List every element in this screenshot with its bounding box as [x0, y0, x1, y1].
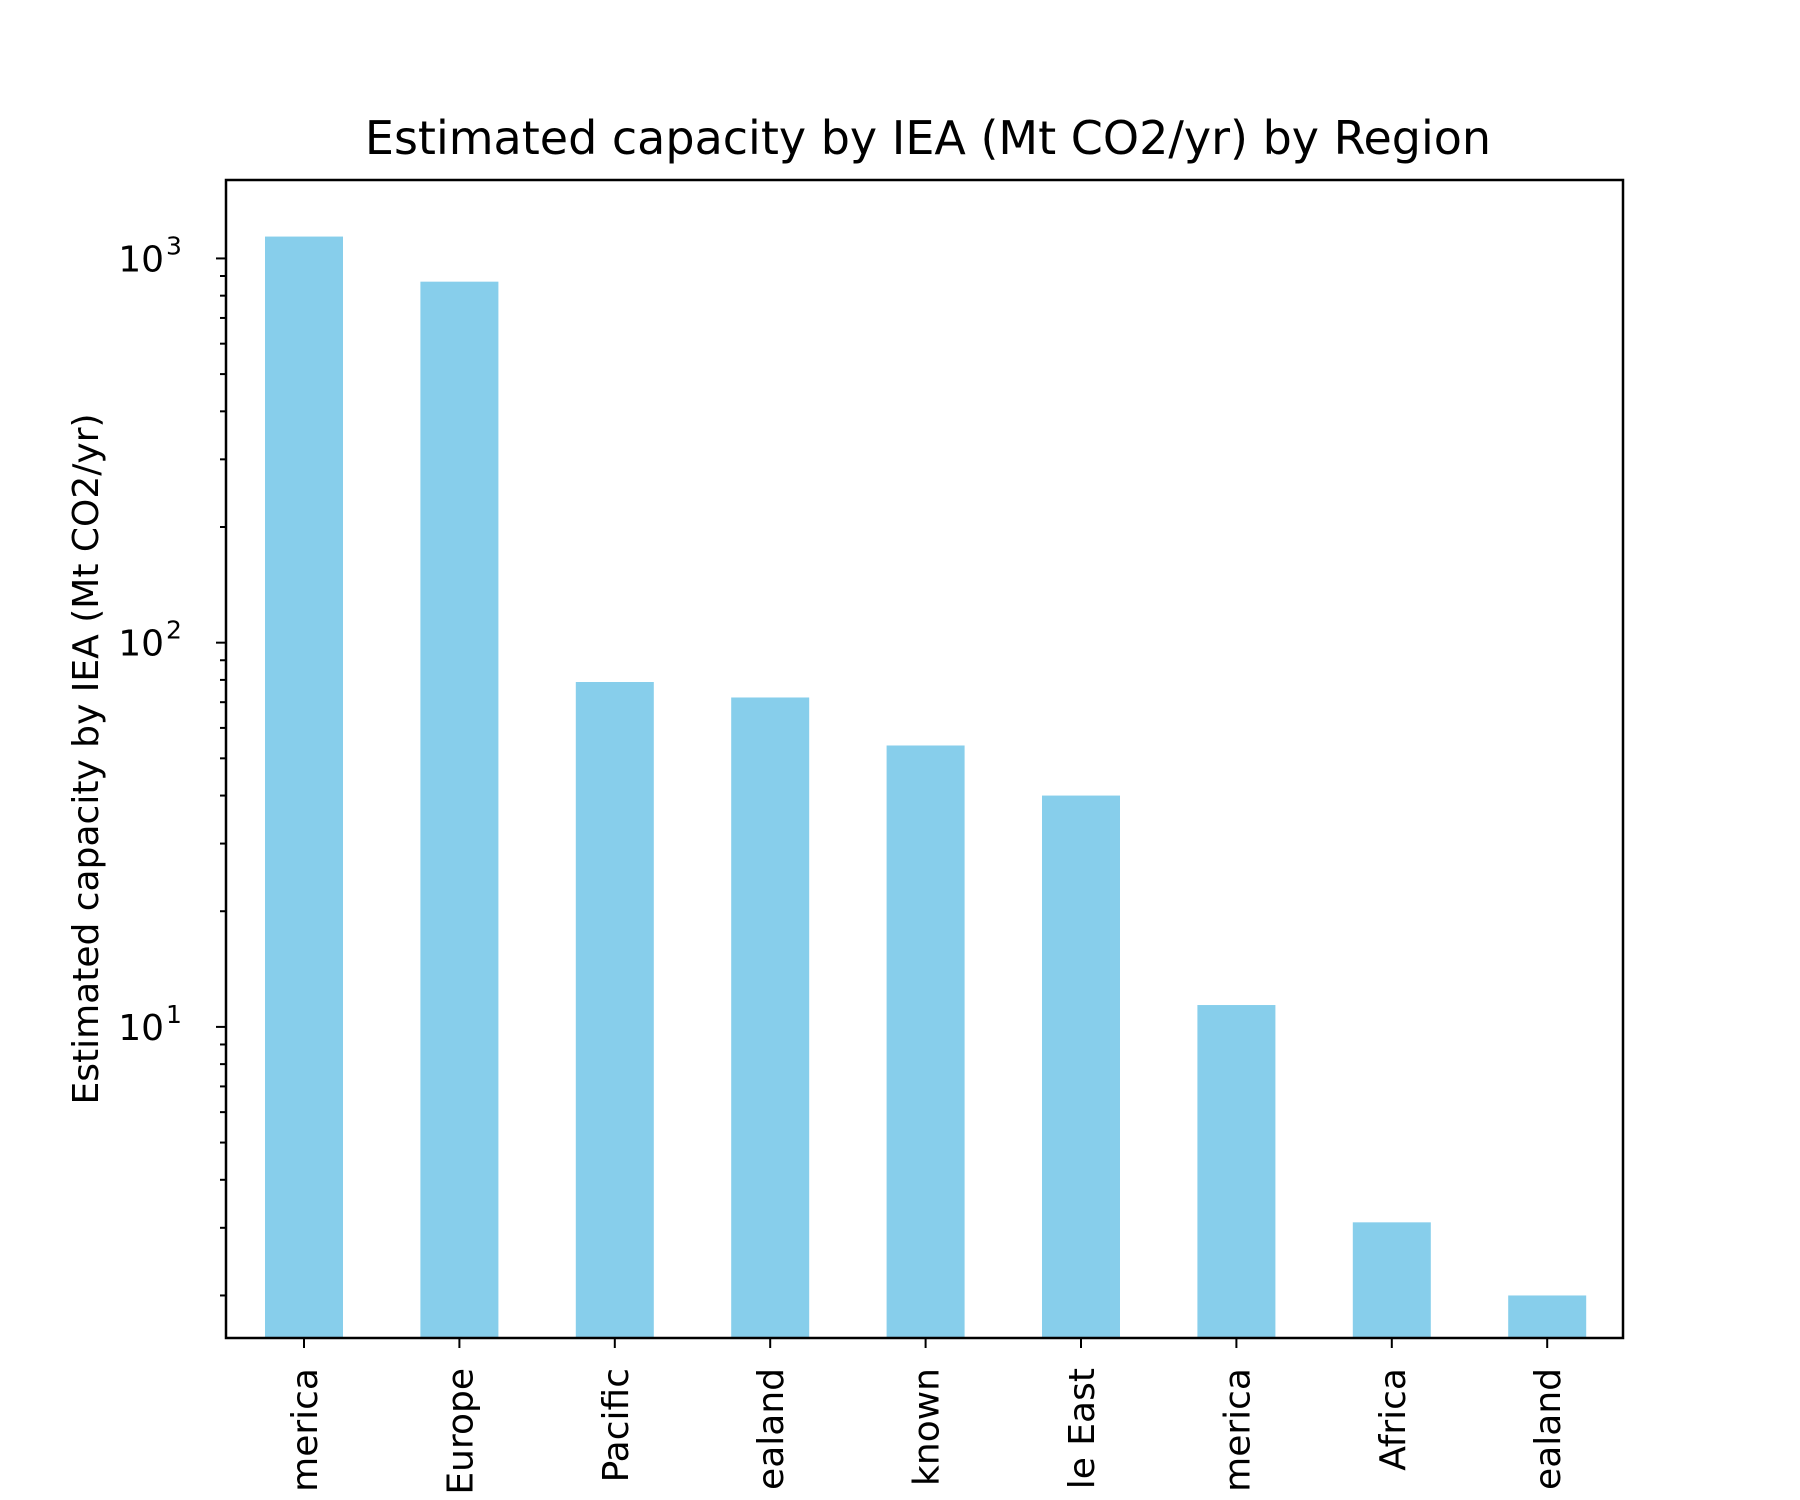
x-tick-label-6: le East: [1062, 1368, 1103, 1489]
bar-3: [575, 681, 654, 1338]
bar-1: [265, 236, 343, 1338]
chart-title: Estimated capacity by IEA (Mt CO2/yr) by…: [365, 111, 1491, 165]
x-axis: merica Europe Pacific ealand known le East mer…: [285, 1338, 1569, 1495]
y-tick-exponent-3: 3: [166, 231, 182, 260]
bar-6: [1042, 795, 1120, 1338]
y-axis-label: Estimated capacity by IEA (Mt CO2/yr): [66, 413, 107, 1104]
y-tick-exponent-1: 1: [166, 1000, 182, 1029]
bar-9: [1508, 1295, 1587, 1338]
y-tick-label-3: 10: [118, 239, 164, 280]
bar-5: [886, 745, 965, 1338]
bar-7: [1197, 1005, 1276, 1338]
y-tick-exponent-2: 2: [166, 616, 182, 645]
x-tick-label-5: known: [907, 1368, 948, 1486]
x-tick-label-1: merica: [285, 1368, 326, 1492]
x-tick-label-9: ealand: [1528, 1368, 1569, 1490]
x-tick-label-7: merica: [1217, 1368, 1258, 1492]
x-tick-label-3: Pacific: [596, 1368, 637, 1482]
bar-8: [1352, 1222, 1431, 1338]
x-tick-label-4: ealand: [751, 1368, 792, 1490]
x-tick-label-2: Europe: [440, 1368, 481, 1495]
bar-4: [731, 697, 810, 1338]
x-tick-label-8: Africa: [1373, 1368, 1414, 1471]
y-tick-label-2: 10: [118, 624, 164, 665]
y-tick-label-1: 10: [118, 1008, 164, 1049]
bars-group: [265, 236, 1587, 1339]
bar-2: [420, 281, 499, 1339]
